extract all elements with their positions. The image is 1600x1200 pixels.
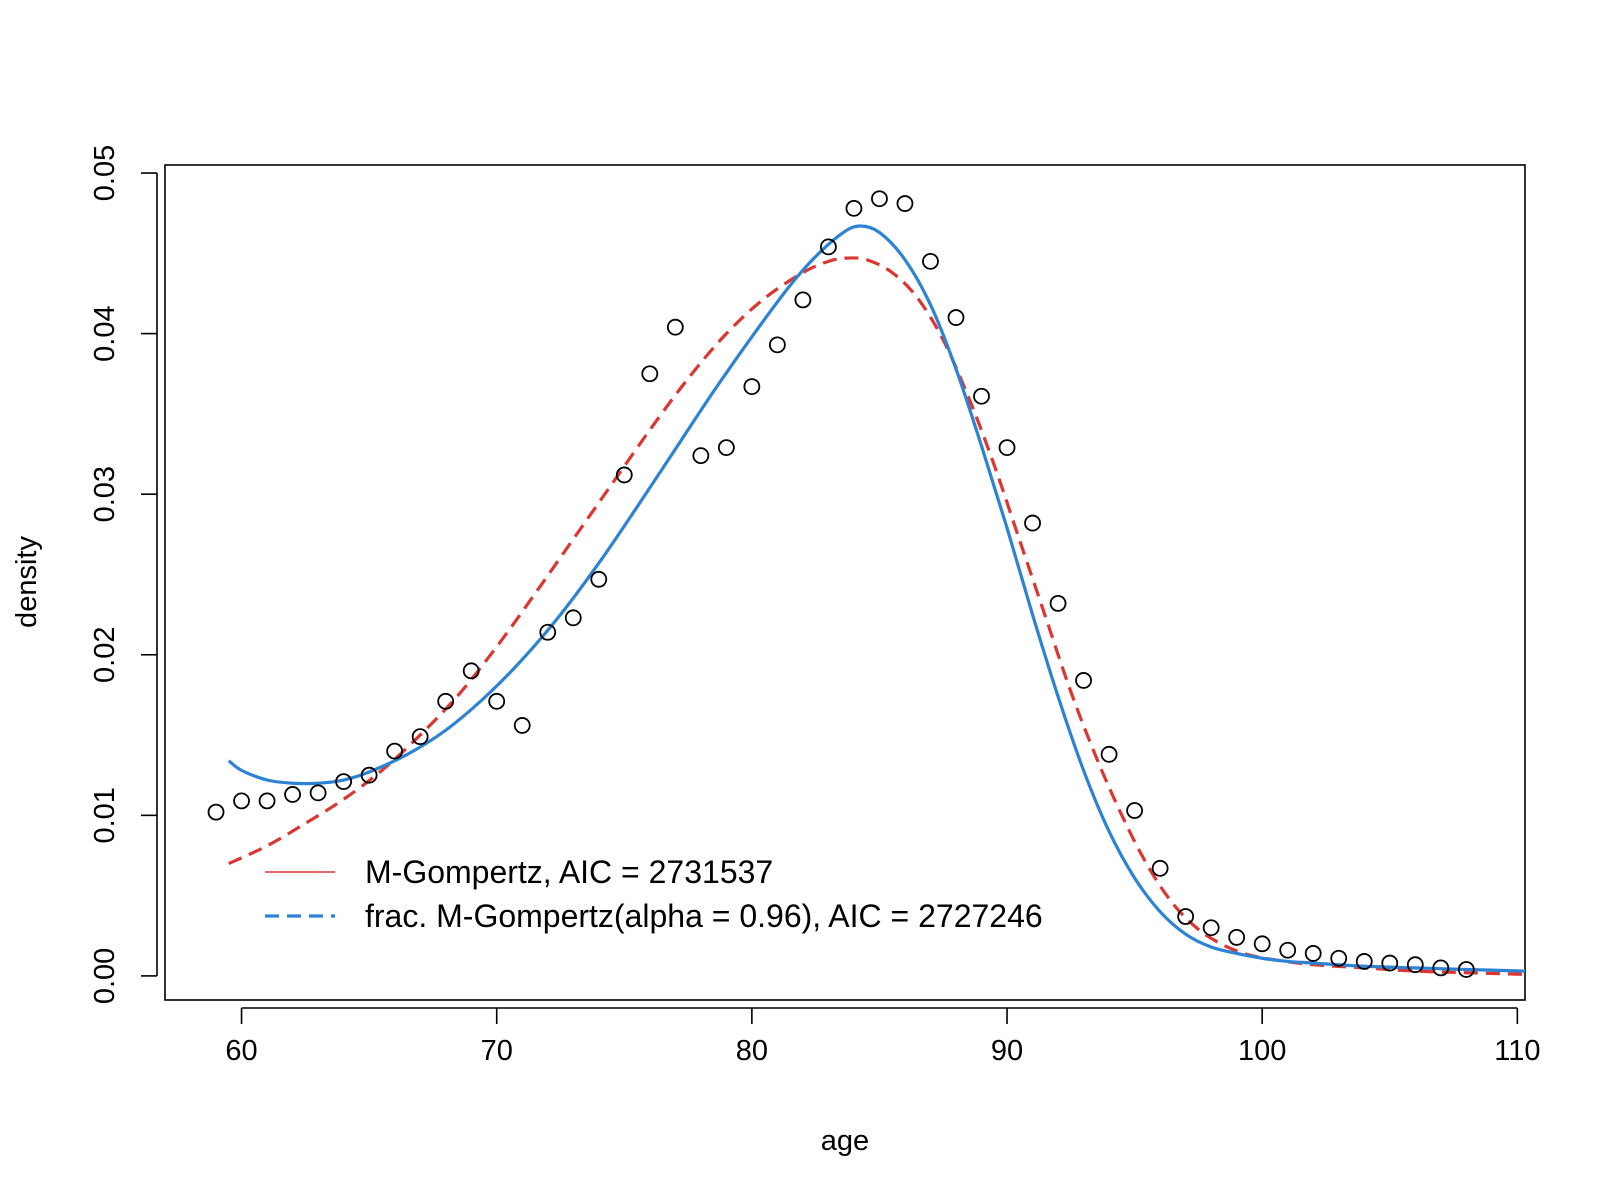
data-point <box>309 784 327 802</box>
data-point <box>1304 945 1322 962</box>
data-point <box>1406 956 1424 974</box>
y-tick-label: 0.05 <box>89 145 121 201</box>
data-point <box>386 742 404 760</box>
data-point <box>1202 919 1220 937</box>
y-tick-label: 0.03 <box>89 466 121 522</box>
x-tick-label: 80 <box>736 1035 768 1067</box>
data-point <box>1228 928 1246 946</box>
plot-frame <box>164 164 1526 1001</box>
x-axis: 60 70 80 90 100 110 <box>225 1007 1540 1067</box>
data-point <box>973 387 990 405</box>
data-point <box>615 466 633 484</box>
data-point <box>1381 954 1399 972</box>
data-point <box>947 309 965 326</box>
data-point <box>1126 802 1144 819</box>
data-point <box>1432 959 1450 977</box>
legend-label-2: frac. M-Gompertz(alpha = 0.96), AIC = 27… <box>365 898 1043 934</box>
x-tick-label: 100 <box>1238 1035 1286 1067</box>
data-point <box>258 792 276 810</box>
data-point <box>539 623 557 641</box>
y-tick-label: 0.04 <box>89 305 121 361</box>
data-point <box>335 773 353 791</box>
m-gompertz-curve <box>228 256 1526 976</box>
data-point <box>717 439 735 457</box>
data-point <box>845 199 863 217</box>
data-point <box>1355 953 1373 970</box>
data-point <box>871 190 888 208</box>
data-point <box>437 692 455 710</box>
data-point <box>1279 941 1297 959</box>
legend: M-Gompertz, AIC = 2731537 frac. M-Gompert… <box>265 854 1043 934</box>
data-point <box>207 803 225 821</box>
data-point <box>692 447 710 465</box>
data-point <box>1151 859 1169 877</box>
data-point <box>794 291 812 309</box>
data-point <box>1330 949 1348 967</box>
y-axis-label: density <box>11 536 43 628</box>
data-point <box>1177 908 1195 925</box>
x-tick-label: 110 <box>1494 1035 1540 1067</box>
data-points <box>207 190 1475 978</box>
x-tick-label: 70 <box>481 1035 513 1067</box>
data-point <box>666 318 684 336</box>
data-point <box>768 336 786 354</box>
data-point <box>641 365 659 383</box>
data-point <box>233 792 250 810</box>
data-point <box>820 238 837 256</box>
data-point <box>1457 961 1475 978</box>
frac-m-gompertz-curve <box>227 224 1526 973</box>
data-point <box>411 728 429 746</box>
data-point <box>360 766 378 784</box>
y-tick-label: 0.01 <box>89 787 121 843</box>
data-point <box>1049 594 1067 612</box>
data-point <box>1100 745 1118 763</box>
curves <box>227 224 1526 976</box>
data-point <box>922 252 939 270</box>
data-point <box>743 378 761 395</box>
data-point <box>488 692 506 710</box>
data-point <box>1075 672 1092 689</box>
x-axis-label: age <box>821 1125 869 1157</box>
y-tick-label: 0.00 <box>89 948 121 1004</box>
data-point <box>462 662 480 680</box>
data-point <box>896 195 914 212</box>
data-point <box>564 609 582 627</box>
x-tick-label: 90 <box>991 1035 1023 1067</box>
data-point <box>284 786 301 803</box>
data-point <box>513 717 531 734</box>
y-axis: 0.00 0.01 0.02 0.03 0.04 0.05 <box>89 145 158 1004</box>
data-point <box>998 439 1016 457</box>
x-tick-label: 60 <box>225 1035 257 1067</box>
data-point <box>1024 514 1041 532</box>
y-tick-label: 0.02 <box>89 627 121 683</box>
legend-label-1: M-Gompertz, AIC = 2731537 <box>365 854 773 890</box>
data-point <box>590 570 608 588</box>
data-point <box>1253 935 1271 953</box>
